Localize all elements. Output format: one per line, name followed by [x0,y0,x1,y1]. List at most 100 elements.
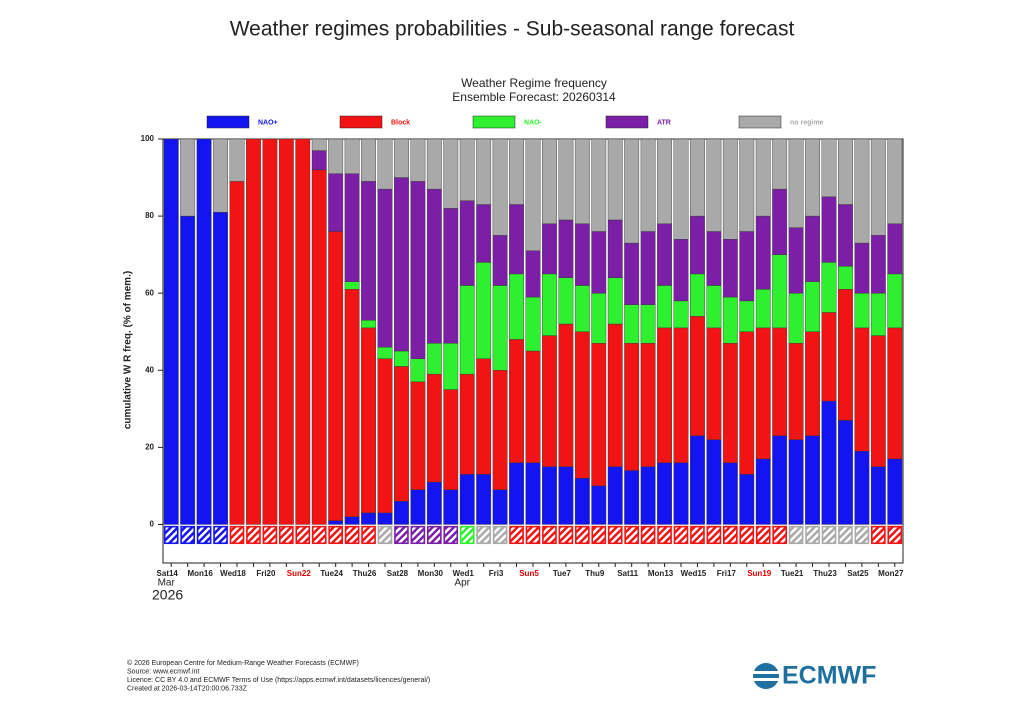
regime-box-hatch [543,527,556,543]
x-tick-label: Thu26 [353,569,377,578]
regime-box [427,525,442,545]
bar-segment [229,181,245,525]
bar-segment [525,462,541,525]
bar-segment [196,138,212,525]
regime-box [410,525,426,545]
bar-segment [870,138,886,236]
month-label: Apr [454,578,470,589]
bar-segment [492,489,508,525]
bar-segment [361,319,376,329]
x-tick-label: Fri20 [256,569,276,578]
bar-segment [887,458,903,525]
bar-segment [870,335,886,467]
bar-segment [821,138,837,198]
bar-segment [722,343,738,463]
bar-segment [426,373,442,483]
bar-segment [788,292,804,344]
regime-box [788,525,804,545]
regime-box [739,525,755,545]
regime-box [492,525,508,545]
bar-segment [180,215,196,525]
x-tick-label: Sat25 [847,569,869,578]
bar-segment [344,289,360,517]
bar-segment [377,346,393,359]
bar-segment [722,296,738,344]
bar-segment [755,138,771,217]
bar-segment [706,439,722,525]
legend-swatch [206,115,250,129]
regime-box-hatch [609,527,621,543]
footer-line: Licence: CC BY 4.0 and ECMWF Terms of Us… [127,677,430,684]
bar-segment [377,188,393,348]
bar-segment [328,173,344,232]
bar-segment [525,296,541,352]
bar-segment [673,300,689,329]
bar-segment [854,242,870,294]
bar-segment [394,501,409,525]
bar-segment [690,435,705,525]
x-tick-label: Sat14 [157,569,179,578]
regime-box [838,525,853,545]
bar-segment [722,239,738,298]
bar-segment [870,292,886,336]
chart-title: Weather Regime frequency [461,76,607,90]
bar-segment [558,219,574,278]
bar-segment [394,177,409,352]
regime-box [509,525,524,545]
bar-segment [311,169,327,525]
regime-box-hatch [494,527,506,543]
bar-segment [443,343,459,390]
x-tick-label: Sun22 [287,569,312,578]
bar-segment [607,323,623,467]
bar-segment [361,181,376,321]
x-tick-label: Mon27 [878,569,904,578]
regime-box [772,525,787,545]
footer-line: © 2026 European Centre for Medium-Range … [127,659,359,667]
regime-box-hatch [214,527,227,543]
regime-box [246,525,261,545]
regime-box-hatch [773,527,786,543]
bar-segment [805,435,820,525]
bar-segment [640,138,656,232]
bar-segment [591,292,607,344]
regime-box [821,525,837,545]
bar-segment [772,435,788,525]
regime-box-hatch [757,527,769,543]
regime-box-hatch [806,527,819,543]
bar-segment [772,138,788,190]
bar-segment [690,138,705,217]
bar-segment [394,138,409,178]
y-tick-label: 0 [150,520,155,529]
regime-box [575,525,590,545]
legend-label: NAO- [524,119,543,126]
regime-box [229,525,245,545]
regime-box-hatch [576,527,589,543]
bar-segment [673,327,689,463]
regime-box [213,525,228,545]
regime-box [344,525,360,545]
logo: ECMWF [752,662,876,690]
bar-segment [410,181,426,359]
regime-box-hatch [724,527,737,543]
x-tick-label: Sat11 [617,569,638,578]
bar-segment [443,389,459,490]
regime-box-hatch [461,527,473,543]
bar-segment [739,474,755,525]
x-tick-label: Thu9 [585,569,605,578]
y-tick-label: 60 [145,288,154,297]
regime-box [311,525,327,545]
bar-segment [361,327,376,514]
bar-segment [706,231,722,286]
bar-segment [624,343,640,471]
bar-segment [821,400,837,525]
regime-box [361,525,376,545]
bar-segment [755,327,771,460]
bar-segment [295,138,311,525]
bar-segment [394,366,409,502]
bar-segment [821,262,837,313]
bar-segment [459,474,475,525]
bar-segment [476,262,492,359]
bar-segment [476,358,492,475]
regime-box-hatch [790,527,802,543]
bar-segment [476,474,492,525]
